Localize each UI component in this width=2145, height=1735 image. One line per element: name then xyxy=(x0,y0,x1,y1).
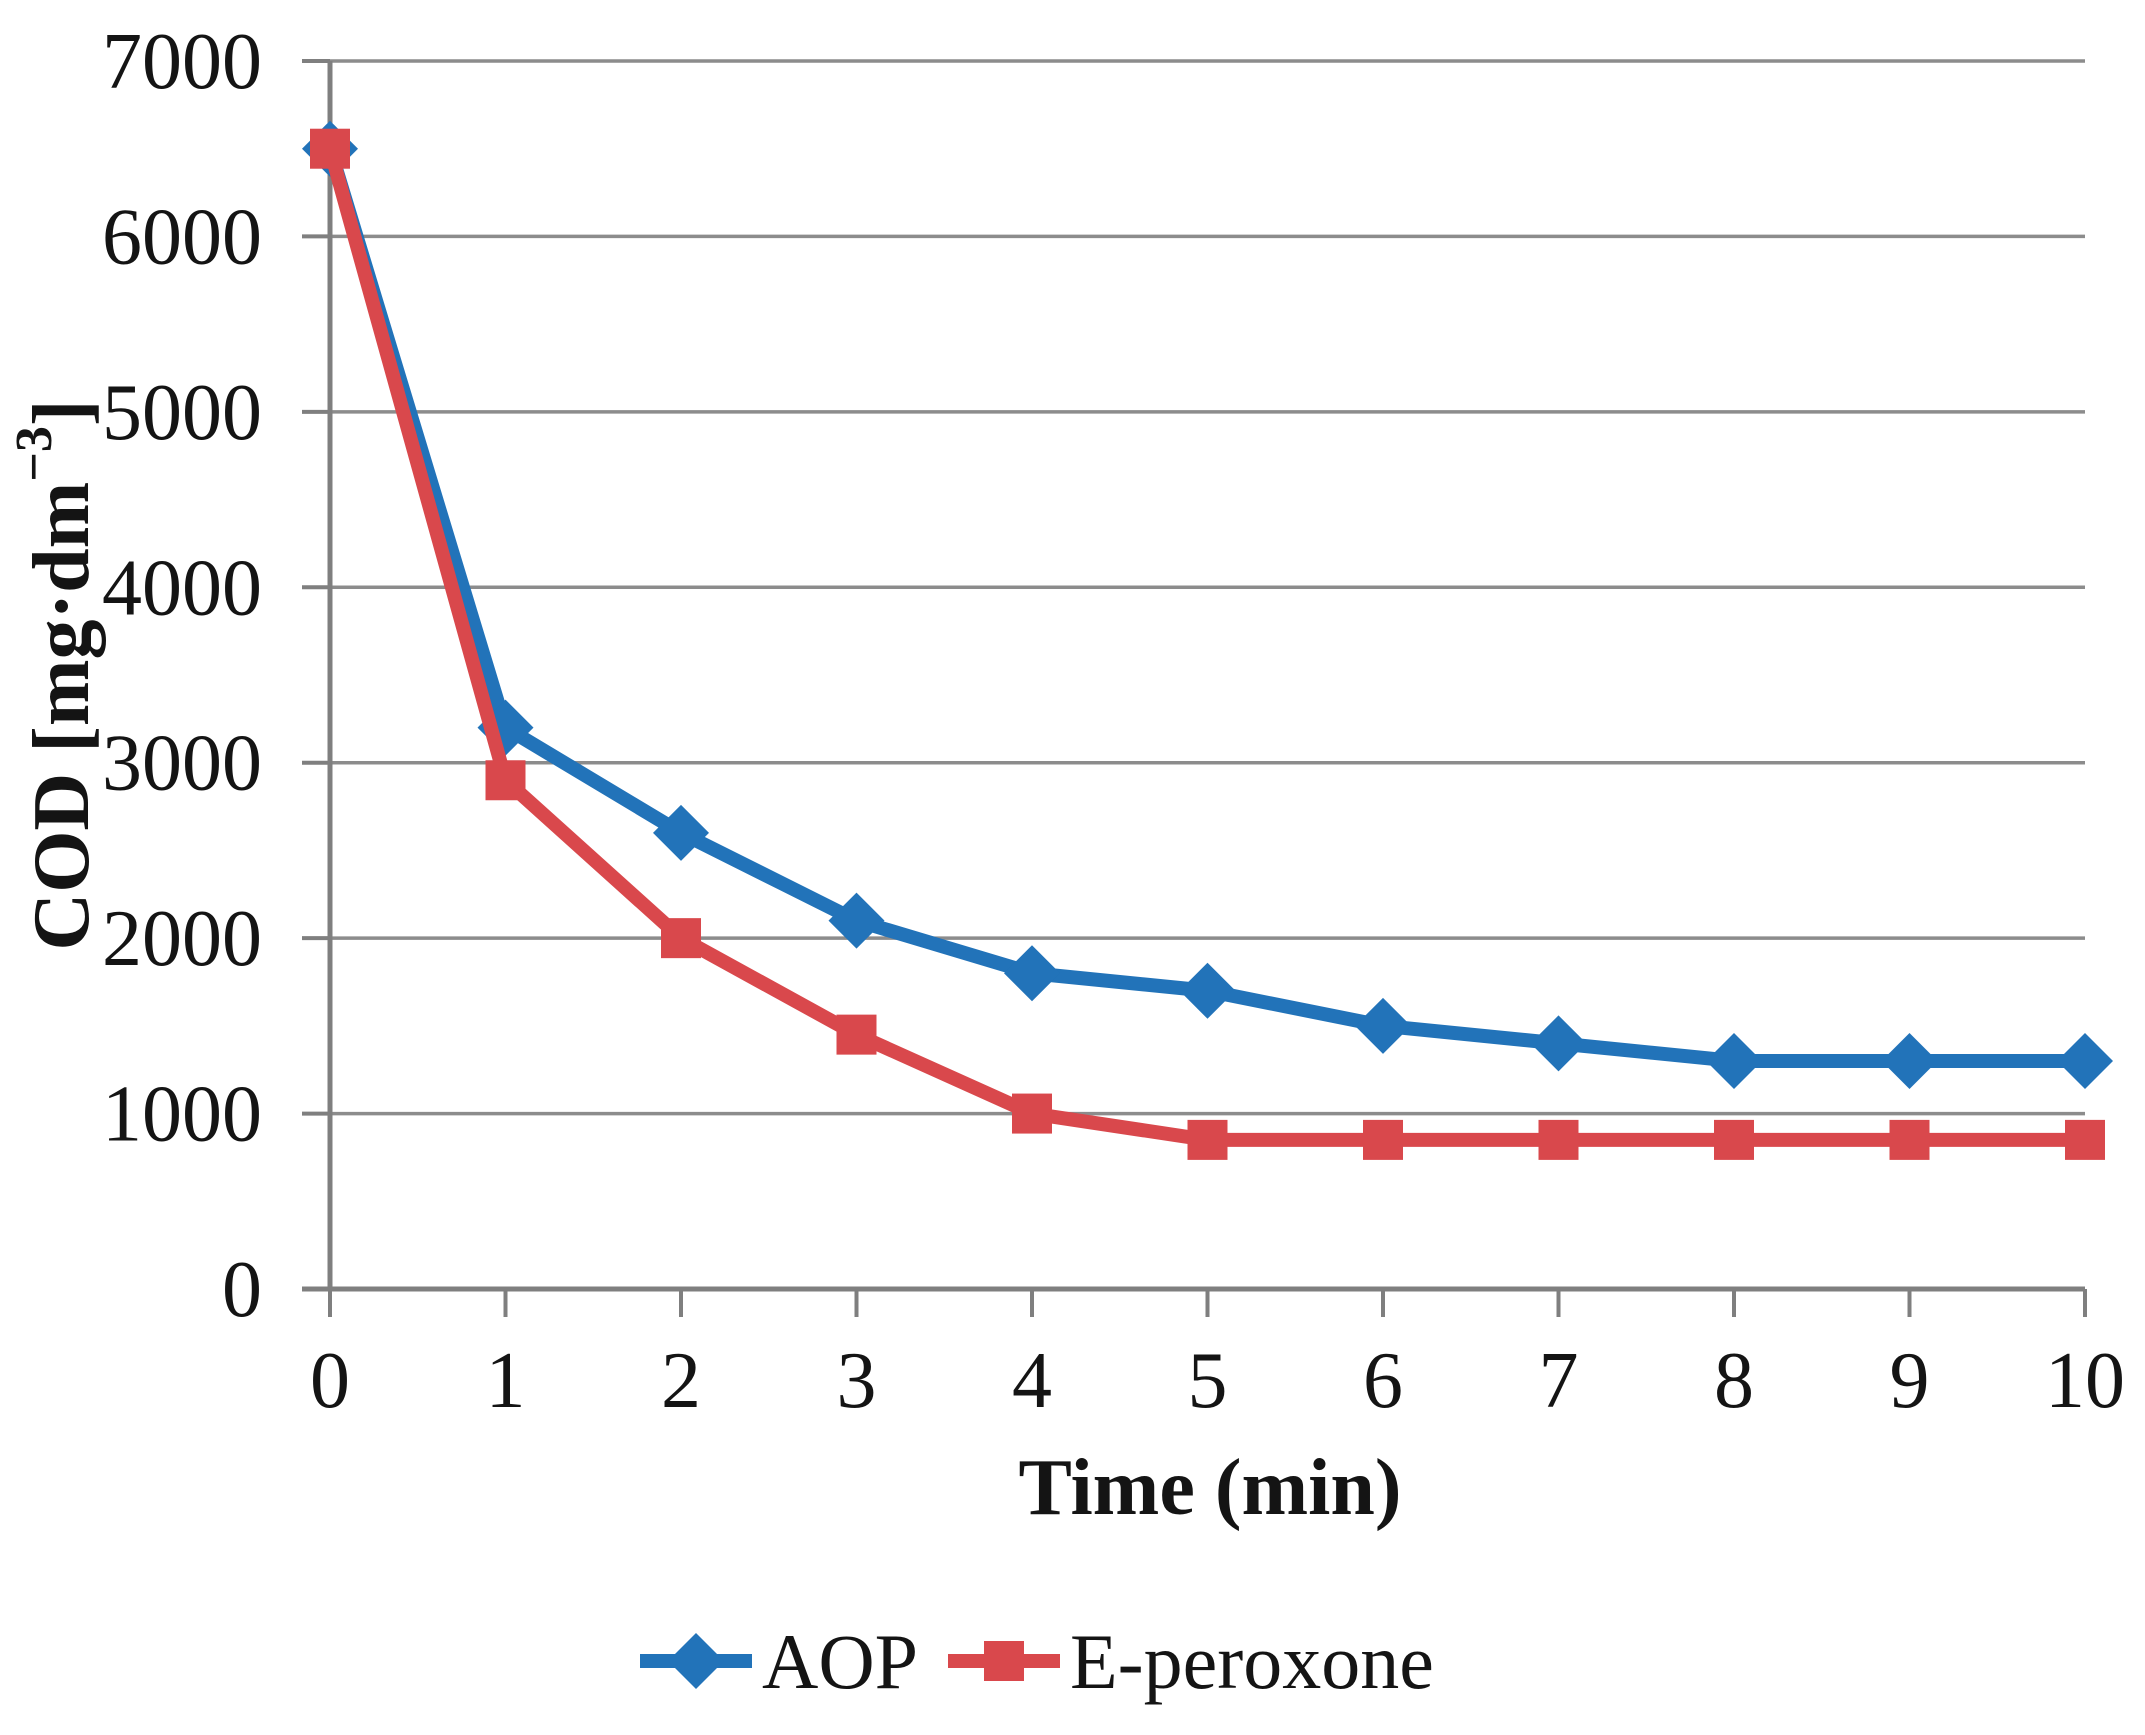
x-tick-label-5: 5 xyxy=(1188,1337,1228,1425)
marker-e-peroxone-x6 xyxy=(1363,1119,1403,1160)
legend-marker-aop xyxy=(668,1633,724,1689)
grid-layer xyxy=(330,59,2085,1116)
marker-e-peroxone-x1 xyxy=(485,760,526,801)
marker-aop-x5 xyxy=(1179,962,1236,1019)
legend-label-aop: AOP xyxy=(762,1618,918,1705)
marker-e-peroxone-x2 xyxy=(661,918,701,959)
axis-layer xyxy=(302,59,2087,1317)
y-tick-label-0: 0 xyxy=(222,1246,262,1334)
y-tick-label-6000: 6000 xyxy=(102,193,262,281)
marker-e-peroxone-x5 xyxy=(1187,1119,1228,1160)
marker-e-peroxone-x7 xyxy=(1538,1119,1579,1160)
x-tick-label-10: 10 xyxy=(2045,1337,2125,1425)
marker-e-peroxone-x10 xyxy=(2065,1119,2105,1160)
legend: AOP E-peroxone xyxy=(640,1618,1434,1705)
x-tick-label-7: 7 xyxy=(1539,1337,1579,1425)
y-tick-label-7000: 7000 xyxy=(102,18,262,106)
series-layer xyxy=(302,120,2113,1160)
marker-e-peroxone-x0 xyxy=(310,128,350,169)
legend-item-aop: AOP xyxy=(640,1618,918,1705)
marker-e-peroxone-x4 xyxy=(1012,1093,1052,1134)
legend-marker-e-peroxone xyxy=(984,1641,1024,1681)
x-tick-label-6: 6 xyxy=(1363,1337,1403,1425)
y-axis-title: COD [mg·dm−3] xyxy=(6,399,107,950)
marker-e-peroxone-x3 xyxy=(836,1014,877,1055)
marker-e-peroxone-x8 xyxy=(1714,1119,1754,1160)
y-tick-label-4000: 4000 xyxy=(102,544,262,632)
marker-aop-x6 xyxy=(1355,997,1411,1054)
x-tick-label-9: 9 xyxy=(1890,1337,1930,1425)
marker-aop-x2 xyxy=(653,804,709,861)
marker-e-peroxone-x9 xyxy=(1889,1119,1930,1160)
x-tick-label-2: 2 xyxy=(661,1337,701,1425)
tick-label-layer: 0 1000 2000 3000 4000 5000 6000 7000 0 1 2 3 4 5 6 7 8 9 1… xyxy=(102,18,2125,1425)
x-tick-label-3: 3 xyxy=(837,1337,877,1425)
x-tick-label-1: 1 xyxy=(486,1337,526,1425)
legend-label-e-peroxone: E-peroxone xyxy=(1070,1618,1434,1705)
x-axis-title: Time (min) xyxy=(1019,1444,1402,1532)
legend-item-e-peroxone: E-peroxone xyxy=(948,1618,1434,1705)
marker-aop-x3 xyxy=(828,892,885,949)
y-tick-label-2000: 2000 xyxy=(102,895,262,983)
x-tick-label-4: 4 xyxy=(1012,1337,1052,1425)
marker-aop-x10 xyxy=(2057,1032,2113,1089)
marker-aop-x7 xyxy=(1530,1015,1587,1072)
marker-aop-x9 xyxy=(1881,1032,1938,1089)
x-tick-label-8: 8 xyxy=(1714,1337,1754,1425)
series-line-aop xyxy=(323,146,2085,1068)
x-tick-label-0: 0 xyxy=(310,1337,350,1425)
marker-aop-x8 xyxy=(1706,1032,1762,1089)
y-tick-label-3000: 3000 xyxy=(102,720,262,808)
marker-aop-x4 xyxy=(1004,945,1060,1002)
y-tick-label-5000: 5000 xyxy=(102,369,262,457)
y-tick-label-1000: 1000 xyxy=(102,1071,262,1159)
